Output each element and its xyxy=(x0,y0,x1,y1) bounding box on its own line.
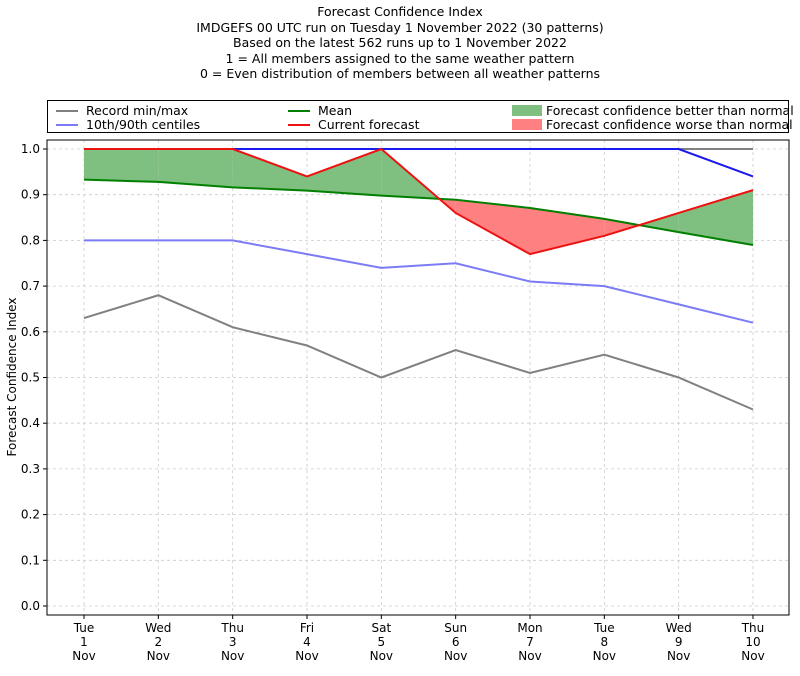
chart-subtitle-zero: 0 = Even distribution of members between… xyxy=(199,66,601,81)
legend-swatch-record xyxy=(56,110,78,112)
x-tick-label-line: 9 xyxy=(675,635,683,649)
x-tick-label: Wed 9 Nov xyxy=(666,621,692,663)
y-axis-label: Forecast Confidence Index xyxy=(5,298,19,457)
fill-worse-than-normal xyxy=(604,218,640,236)
confidence-fill-layer xyxy=(84,149,753,255)
x-tick-label-line: 4 xyxy=(303,635,311,649)
legend-swatch-worse xyxy=(512,119,542,130)
fill-better-than-normal xyxy=(232,149,307,191)
chart-subtitle-one: 1 = All members assigned to the same wea… xyxy=(225,50,575,66)
x-tick-label-line: Nov xyxy=(518,649,541,663)
series-line-record-min xyxy=(83,294,754,411)
chart-subtitle-run: IMDGEFS 00 UTC run on Tuesday 1 November… xyxy=(196,19,604,35)
y-tick-label: 1.0 xyxy=(21,142,40,156)
legend-label-worse: Forecast confidence worse than normal xyxy=(546,117,793,132)
y-tick-label: 0.4 xyxy=(21,416,40,430)
x-tick-label: Sun 6 Nov xyxy=(444,621,467,663)
fill-better-than-normal xyxy=(678,190,753,245)
legend-swatch-better xyxy=(512,105,542,116)
x-tick-label-line: 6 xyxy=(452,635,460,649)
legend-label-better: Forecast confidence better than normal xyxy=(546,103,794,118)
legend-label-mean: Mean xyxy=(318,103,353,118)
x-tick-label-line: 1 xyxy=(80,635,88,649)
chart-subtitle-based: Based on the latest 562 runs up to 1 Nov… xyxy=(233,35,567,50)
y-tick-label: 0.2 xyxy=(21,508,40,522)
x-tick-label-line: Nov xyxy=(221,649,244,663)
x-tick-label-line: 2 xyxy=(155,635,163,649)
x-tick-label-line: 10 xyxy=(745,635,760,649)
x-tick-label-line: 3 xyxy=(229,635,237,649)
y-tick-label: 0.9 xyxy=(21,188,40,202)
y-tick-label: 0.1 xyxy=(21,553,40,567)
x-tick-label: Fri 4 Nov xyxy=(295,621,318,663)
x-tick-label-line: Tue xyxy=(73,621,95,635)
x-tick-label-line: Tue xyxy=(593,621,615,635)
x-tick-label: Thu 3 Nov xyxy=(220,621,244,663)
legend-label-record: Record min/max xyxy=(86,103,189,118)
x-tick-label-line: Wed xyxy=(666,621,692,635)
fill-better-than-normal xyxy=(84,149,159,182)
fill-better-than-normal xyxy=(307,149,382,196)
x-tick-label-line: Nov xyxy=(370,649,393,663)
x-tick-label-line: Nov xyxy=(444,649,467,663)
x-tick-label: Wed 2 Nov xyxy=(145,621,171,663)
x-tick-label-line: Thu xyxy=(741,621,765,635)
x-tick-label: Tue 1 Nov xyxy=(72,621,95,663)
grid-layer xyxy=(47,140,789,615)
x-tick-label: Mon 7 Nov xyxy=(517,621,542,663)
series-line-current-forecast xyxy=(84,147,754,256)
legend-swatch-current xyxy=(288,124,310,126)
x-tick-label-line: Wed xyxy=(145,621,171,635)
x-tick-label-line: 8 xyxy=(601,635,609,649)
legend-swatch-centiles xyxy=(56,124,78,126)
x-tick-label: Thu 10 Nov xyxy=(741,621,765,663)
series-line-mean xyxy=(83,178,754,246)
x-tick-label-line: Nov xyxy=(741,649,764,663)
legend-swatch-mean xyxy=(288,110,310,112)
x-tick-label-line: Nov xyxy=(667,649,690,663)
legend-label-centiles: 10th/90th centiles xyxy=(86,117,201,132)
chart-legend: Record min/max 10th/90th centiles Mean C… xyxy=(47,100,794,133)
series-line-layer xyxy=(83,147,754,411)
x-tick-label-line: Thu xyxy=(220,621,244,635)
y-tick-label: 0.6 xyxy=(21,325,40,339)
chart-title-block: Forecast Confidence Index IMDGEFS 00 UTC… xyxy=(0,4,800,82)
chart-title: Forecast Confidence Index xyxy=(317,4,483,19)
x-tick-label-line: Sat xyxy=(371,621,391,635)
x-tick-label-line: Nov xyxy=(295,649,318,663)
fill-worse-than-normal xyxy=(530,207,605,255)
fill-better-than-normal xyxy=(639,212,679,233)
legend-label-current: Current forecast xyxy=(318,117,420,132)
series-line-centile-10 xyxy=(84,239,754,324)
x-tick-label: Sat 5 Nov xyxy=(370,621,393,663)
x-tick-label-line: Nov xyxy=(593,649,616,663)
y-tick-label: 0.3 xyxy=(21,462,40,476)
y-tick-label: 0.0 xyxy=(21,599,40,613)
y-tick-label: 0.7 xyxy=(21,279,40,293)
y-tick-label: 0.8 xyxy=(21,233,40,247)
fill-better-than-normal xyxy=(158,149,233,188)
x-tick-label-line: 5 xyxy=(378,635,386,649)
y-tick-label: 0.5 xyxy=(21,371,40,385)
x-tick-label-line: Mon xyxy=(517,621,542,635)
x-tick-label-line: 7 xyxy=(526,635,534,649)
x-tick-label-line: Nov xyxy=(147,649,170,663)
fill-worse-than-normal xyxy=(455,199,530,255)
x-tick-label: Tue 8 Nov xyxy=(593,621,616,663)
x-tick-label-line: Fri xyxy=(300,621,314,635)
x-tick-label-line: Sun xyxy=(444,621,467,635)
x-tick-label-line: Nov xyxy=(72,649,95,663)
